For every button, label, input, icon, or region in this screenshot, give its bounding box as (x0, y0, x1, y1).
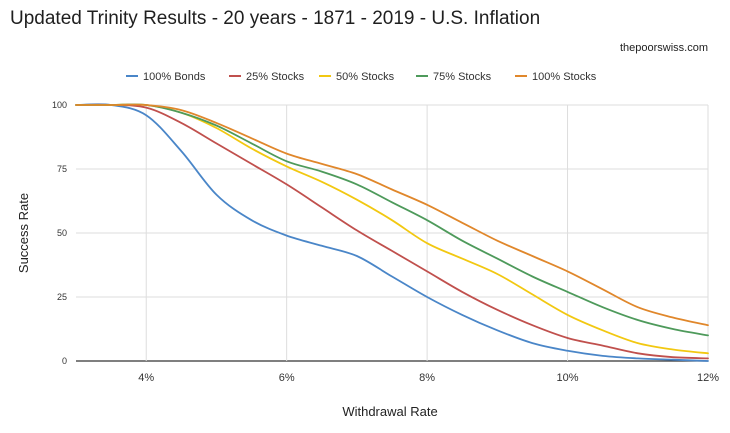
y-tick-label: 50 (57, 228, 67, 238)
y-tick-label: 25 (57, 292, 67, 302)
x-axis-ticks: 4% 6% 8% 10% 12% (138, 372, 719, 384)
x-tick-label: 6% (279, 372, 295, 384)
legend-label: 75% Stocks (433, 71, 492, 83)
legend-label: 100% Stocks (532, 71, 597, 83)
y-axis-label: Success Rate (16, 193, 31, 273)
x-tick-label: 12% (697, 372, 719, 384)
y-tick-label: 100 (52, 100, 67, 110)
series-line-100-stocks (75, 103, 709, 327)
x-axis-label: Withdrawal Rate (342, 404, 437, 419)
x-tick-label: 10% (557, 372, 579, 384)
series-line-100-bonds (75, 103, 709, 362)
series-line-25-stocks (75, 103, 709, 360)
series-lines (75, 103, 709, 362)
chart-title: Updated Trinity Results - 20 years - 187… (10, 8, 541, 29)
series-line-75-stocks (75, 103, 709, 337)
legend-label: 25% Stocks (246, 71, 305, 83)
series-line-50-stocks (75, 103, 709, 355)
x-tick-label: 4% (138, 372, 154, 384)
y-tick-label: 0 (62, 356, 67, 366)
y-tick-label: 75 (57, 164, 67, 174)
legend-label: 50% Stocks (336, 71, 395, 83)
chart-source-credit: thepoorswiss.com (619, 42, 708, 54)
legend: 100% Bonds 25% Stocks 50% Stocks 75% Stocks… (126, 71, 597, 83)
gridlines (76, 104, 709, 362)
y-axis-ticks: 0 25 50 75 100 (52, 100, 67, 366)
x-tick-label: 8% (419, 372, 435, 384)
legend-label: 100% Bonds (143, 71, 206, 83)
